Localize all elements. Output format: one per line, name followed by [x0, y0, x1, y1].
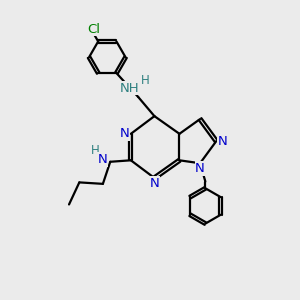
Text: N: N — [119, 127, 129, 140]
Text: H: H — [141, 74, 150, 87]
Text: N: N — [218, 135, 228, 148]
Text: N: N — [98, 153, 108, 166]
Text: NH: NH — [120, 82, 140, 95]
Text: N: N — [149, 177, 159, 190]
Text: H: H — [91, 144, 100, 157]
Text: N: N — [195, 162, 205, 175]
Text: Cl: Cl — [88, 22, 100, 35]
